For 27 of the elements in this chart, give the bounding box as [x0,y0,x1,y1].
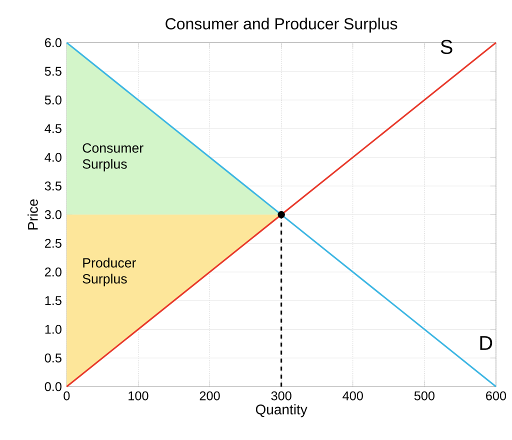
series-label: Producer Surplus [82,258,136,286]
x-axis-title: Quantity [256,404,308,418]
y-tick-label: 0.5 [44,354,62,362]
y-tick-label: 5.5 [44,66,62,76]
y-tick-label: 5.0 [44,96,62,104]
x-tick-label: 400 [342,391,363,400]
x-tick-label: 600 [486,391,506,400]
x-tick-label: 300 [271,391,292,400]
y-axis-title: Price [28,199,38,230]
x-tick-label: 200 [200,391,220,400]
y-tick-label: 1.0 [45,324,62,334]
y-tick-label: 2.0 [44,268,62,276]
y-tick-label: 1.5 [45,296,62,306]
y-tick-label: 0.0 [44,382,62,392]
x-tick-label: 0 [64,391,70,400]
series-label: Consumer Surplus [82,143,144,172]
series-label: S [440,40,452,54]
x-tick-label: 500 [414,391,434,400]
series-label: D [480,336,492,350]
y-tick-label: 6.0 [45,38,62,48]
x-tick-label: 100 [128,391,148,400]
chart-title: Consumer and Producer Surplus [166,18,398,33]
y-tick-label: 2.5 [44,238,62,248]
y-tick-label: 4.5 [44,124,62,134]
y-tick-label: 3.5 [44,182,62,190]
y-tick-label: 4.0 [44,152,62,162]
y-tick-label: 3.0 [44,210,62,220]
